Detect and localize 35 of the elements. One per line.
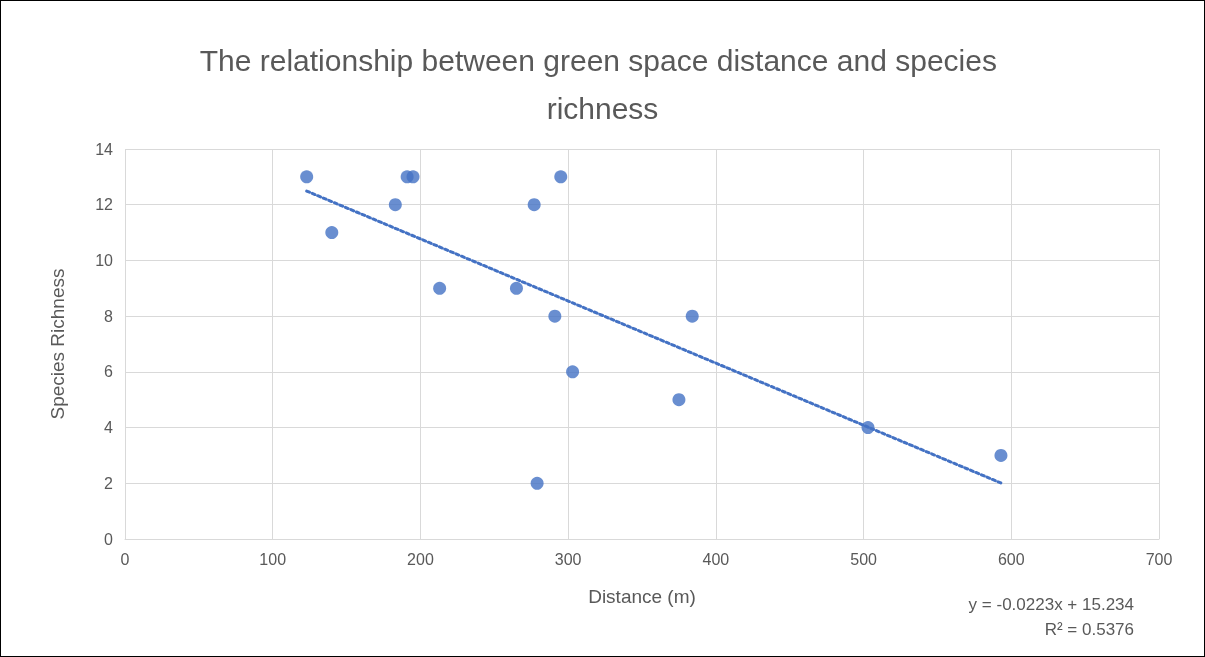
- text: y = -0.0223x + 15.234: [968, 595, 1134, 614]
- point: [300, 170, 314, 184]
- point: [433, 281, 447, 295]
- point: [325, 226, 339, 240]
- x-tick-label: 400: [702, 550, 730, 568]
- x-tick-label: 100: [259, 550, 287, 568]
- point: [685, 309, 699, 323]
- point: [554, 170, 568, 184]
- point: [509, 281, 523, 295]
- y-axis-title: Species Richness: [47, 268, 68, 420]
- y-tick-label: 10: [95, 251, 114, 269]
- x-tick-label: 200: [407, 550, 434, 568]
- x-tick-label: 500: [850, 550, 878, 568]
- y-tick-label: 12: [95, 196, 114, 214]
- point: [548, 309, 562, 323]
- point: [406, 170, 420, 184]
- y-tick-label: 4: [104, 419, 114, 437]
- y-tick-label: 8: [104, 307, 114, 325]
- x-axis-title: Distance (m): [588, 586, 696, 607]
- x-tick-label: 700: [1145, 550, 1173, 568]
- chart-title: The relationship between green space distance and species richness: [199, 43, 1006, 125]
- y-tick-label: 6: [104, 363, 114, 381]
- point: [672, 393, 686, 407]
- y-tick-label: 0: [104, 530, 114, 548]
- point: [566, 365, 580, 379]
- point: [388, 198, 402, 212]
- point: [527, 198, 541, 212]
- y-tick-label: 2: [104, 474, 114, 492]
- text: R² = 0.5376: [1044, 620, 1134, 639]
- x-tick-label: 600: [997, 550, 1025, 568]
- y-tick-label: 14: [95, 140, 114, 158]
- point: [994, 448, 1008, 462]
- point: [530, 476, 544, 490]
- x-tick-label: 300: [554, 550, 582, 568]
- x-tick-label: 0: [120, 550, 130, 568]
